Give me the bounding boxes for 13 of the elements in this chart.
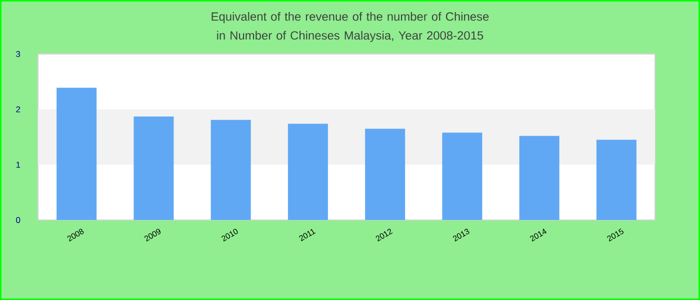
bar — [519, 136, 560, 220]
bar — [134, 116, 174, 220]
bar — [56, 88, 97, 220]
y-tick-label: 1 — [16, 162, 20, 168]
bar — [442, 132, 482, 220]
bar — [365, 128, 406, 220]
bar — [288, 124, 328, 220]
chart-title: Equivalent of the revenue of the number of Chinese in Number of Chineses Malaysia, Year 2008-2015 — [212, 12, 489, 42]
bar — [596, 140, 636, 220]
y-tick-label: 0 — [16, 217, 20, 223]
y-tick-label: 2 — [16, 106, 20, 112]
bar — [210, 120, 251, 220]
y-tick-label: 3 — [16, 51, 20, 57]
